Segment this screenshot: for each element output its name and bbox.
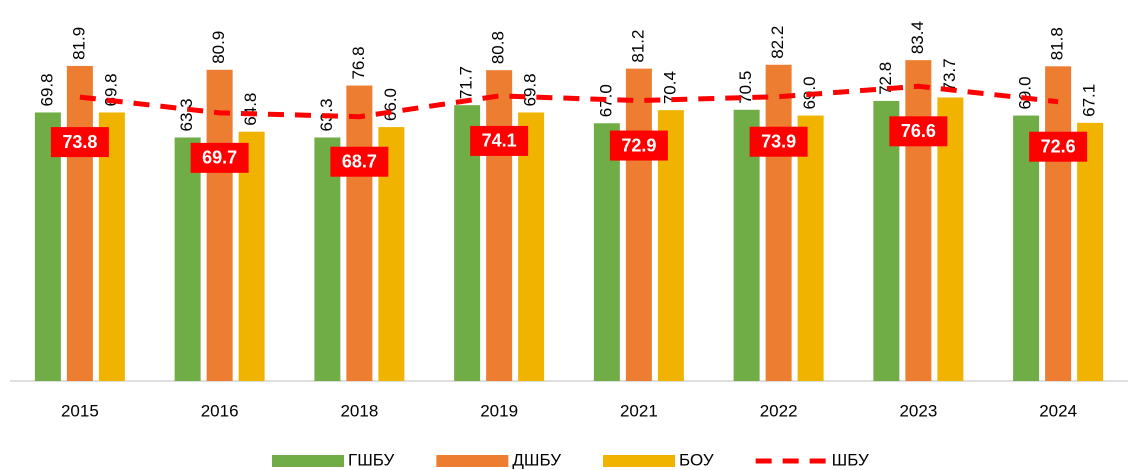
bar — [98, 112, 125, 382]
bar — [518, 112, 545, 382]
bar-value-label: 69.8 — [101, 73, 120, 106]
bar-value-label: 73.7 — [940, 58, 959, 91]
bar-value-label: 81.9 — [69, 27, 88, 60]
bar — [625, 68, 652, 381]
bar-value-label: 83.4 — [908, 21, 927, 54]
line-value-label: 72.6 — [1041, 136, 1076, 156]
line — [79, 83, 1059, 120]
bar-value-label: 81.8 — [1048, 27, 1067, 60]
line-label-box — [50, 127, 109, 158]
x-tick-label: 2015 — [61, 401, 99, 420]
bar — [34, 112, 61, 382]
bar-value-label: 82.2 — [768, 26, 787, 59]
line-value-label: 76.6 — [901, 121, 936, 141]
bar — [593, 123, 620, 381]
legend-swatch — [603, 455, 676, 467]
bar-value-label: 64.8 — [241, 93, 260, 126]
line-label-box — [889, 116, 948, 147]
bar — [174, 137, 201, 381]
legend-swatch — [436, 455, 509, 467]
line-label-box — [609, 130, 668, 161]
line-value-label: 74.1 — [482, 131, 517, 151]
bar — [797, 115, 824, 381]
line-label-box — [330, 146, 389, 177]
legend-label: ШБУ — [832, 450, 869, 469]
bar-value-label: 63.3 — [177, 98, 196, 131]
legend-label: ГШБУ — [348, 450, 395, 469]
line-value-label: 72.9 — [621, 135, 656, 155]
x-tick-label: 2024 — [1039, 401, 1077, 420]
bar-value-label: 70.4 — [660, 71, 679, 104]
x-tick-label: 2016 — [201, 401, 239, 420]
x-tick-label: 2018 — [340, 401, 378, 420]
bar — [346, 85, 373, 381]
bar-value-label: 76.8 — [349, 46, 368, 79]
line-label-box — [1029, 131, 1088, 162]
x-tick-label: 2021 — [620, 401, 658, 420]
legend-label: БОУ — [679, 450, 714, 469]
bar-value-label: 80.9 — [209, 31, 228, 64]
line-label-box — [749, 126, 808, 157]
line-value-label: 69.7 — [202, 148, 237, 168]
bar-value-label: 66.0 — [381, 88, 400, 121]
line-value-label: 68.7 — [342, 151, 377, 171]
bar-value-label: 69.8 — [37, 73, 56, 106]
line-value-label: 73.9 — [761, 131, 796, 151]
legend-swatch — [272, 455, 344, 467]
bar-value-label: 67.1 — [1080, 84, 1099, 117]
bar-value-label: 69.8 — [521, 73, 540, 106]
bar — [66, 65, 93, 382]
bar — [486, 70, 513, 381]
bar — [206, 69, 233, 381]
bar-value-label: 81.2 — [628, 30, 647, 63]
line-value-label: 73.8 — [62, 132, 97, 152]
bar-value-label: 71.7 — [457, 66, 476, 99]
bar-value-label: 69.0 — [1016, 76, 1035, 109]
bar — [314, 137, 341, 381]
legend-label: ДШБУ — [512, 450, 561, 469]
bar — [765, 64, 792, 382]
bar — [1045, 66, 1072, 382]
line-label-box — [470, 125, 529, 156]
bar — [905, 60, 932, 381]
bar-value-label: 80.8 — [489, 31, 508, 64]
x-tick-label: 2019 — [480, 401, 518, 420]
bar — [873, 100, 900, 382]
x-tick-label: 2023 — [899, 401, 937, 420]
line-label-box — [190, 142, 249, 173]
bar — [238, 131, 265, 381]
bar — [1077, 122, 1104, 381]
x-tick-label: 2022 — [760, 401, 798, 420]
